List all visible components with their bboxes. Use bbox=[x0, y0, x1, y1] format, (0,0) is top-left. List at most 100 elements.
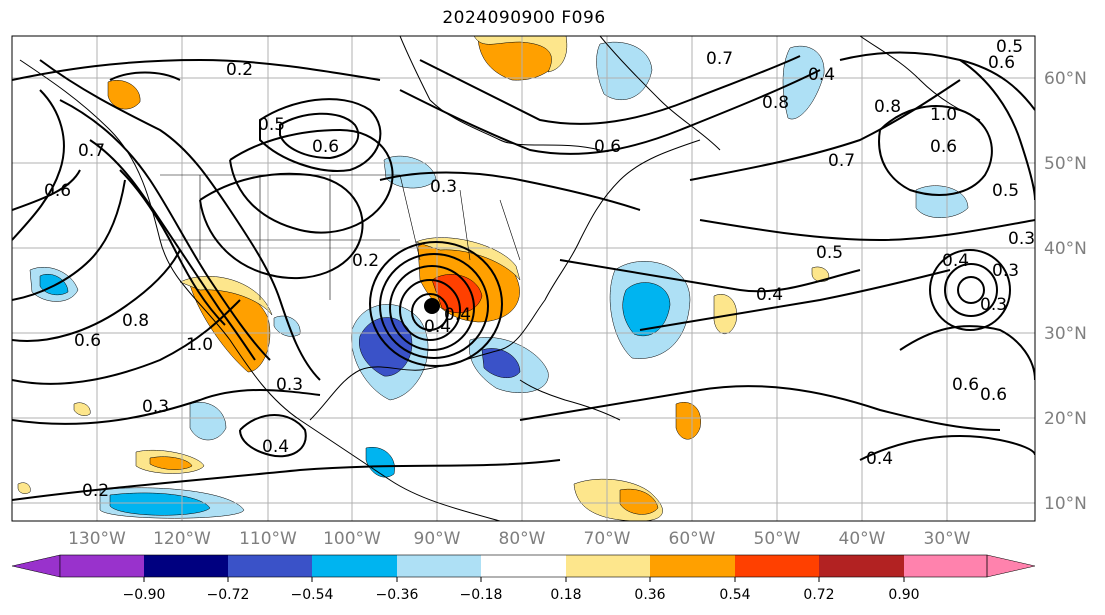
contour-label: 0.6 bbox=[952, 375, 979, 395]
lon-label: 50°W bbox=[754, 529, 801, 549]
colorbar-label: −0.90 bbox=[123, 587, 166, 603]
contour-label: 0.3 bbox=[430, 177, 457, 197]
colorbar-label: −0.72 bbox=[207, 587, 250, 603]
contour-label-group: 0.2 0.7 0.6 0.8 0.5 1.0 0.5 0.3 0.2 0.6 … bbox=[44, 37, 1035, 501]
lon-label: 80°W bbox=[499, 529, 546, 549]
contour-label: 0.5 bbox=[816, 243, 843, 263]
contour-label: 0.3 bbox=[980, 295, 1007, 315]
contour-label: 0.4 bbox=[866, 449, 893, 469]
shade-positive-small2 bbox=[811, 266, 830, 282]
colorbar-label: −0.18 bbox=[460, 587, 503, 603]
contour-label: 0.8 bbox=[874, 97, 901, 117]
colorbar-label: −0.36 bbox=[376, 587, 419, 603]
shade-negative-south1-core bbox=[109, 492, 211, 516]
colorbar-label: 0.54 bbox=[719, 587, 750, 603]
contour-label: 0.2 bbox=[82, 481, 109, 501]
contour-label: 0.6 bbox=[74, 331, 101, 351]
contour-label: 0.6 bbox=[930, 137, 957, 157]
shade-positive-hudson bbox=[107, 80, 141, 110]
lon-label: 130°W bbox=[68, 529, 126, 549]
shade-positive-atl-east bbox=[675, 402, 701, 440]
colorbar-segment bbox=[228, 555, 312, 577]
contour-label: 0.8 bbox=[762, 93, 789, 113]
colorbar-segment bbox=[904, 555, 987, 577]
colorbar-segment bbox=[566, 555, 650, 577]
contour-label: 1.0 bbox=[186, 335, 213, 355]
longitude-labels: 130°W 120°W 110°W 100°W 90°W 80°W 70°W 6… bbox=[68, 529, 971, 549]
shade-negative-mex bbox=[189, 402, 227, 441]
lat-label: 20°N bbox=[1044, 409, 1087, 429]
contour-label: 0.6 bbox=[980, 385, 1007, 405]
shade-negative-labrador bbox=[782, 45, 825, 120]
low-center-marker bbox=[424, 298, 440, 314]
lon-label: 70°W bbox=[584, 529, 631, 549]
lon-label: 40°W bbox=[839, 529, 886, 549]
contour-lines bbox=[12, 51, 1035, 501]
contour-label: 0.4 bbox=[444, 305, 471, 325]
colorbar-segment bbox=[819, 555, 904, 577]
contour-label: 0.8 bbox=[122, 311, 149, 331]
shade-negative-atl-core bbox=[622, 282, 671, 337]
contour-label: 0.5 bbox=[996, 37, 1023, 57]
lat-label: 60°N bbox=[1044, 69, 1087, 89]
contour-label: 0.3 bbox=[276, 375, 303, 395]
contour-label: 0.4 bbox=[262, 437, 289, 457]
shade-positive-atl-east2 bbox=[713, 294, 737, 334]
shade-positive-small4 bbox=[17, 482, 31, 494]
shade-positive-north-edge bbox=[473, 36, 568, 73]
lat-label: 30°N bbox=[1044, 324, 1087, 344]
lon-label: 60°W bbox=[669, 529, 716, 549]
contour-label: 0.4 bbox=[942, 251, 969, 271]
colorbar-label: 0.72 bbox=[803, 587, 834, 603]
colorbar-segment bbox=[144, 555, 228, 577]
colorbar: −0.90 −0.72 −0.54 −0.36 −0.18 0.18 0.36 … bbox=[11, 554, 1036, 603]
lat-label: 50°N bbox=[1044, 154, 1087, 174]
contour-label: 0.2 bbox=[352, 251, 379, 271]
contour-label: 0.4 bbox=[808, 65, 835, 85]
contour-label: 0.3 bbox=[1008, 229, 1035, 249]
shade-negative-ne bbox=[383, 155, 437, 189]
contour-label: 0.2 bbox=[226, 60, 253, 80]
contour-label: 0.5 bbox=[992, 181, 1019, 201]
contour-label: 0.6 bbox=[988, 53, 1015, 73]
coastlines bbox=[19, 36, 981, 521]
contour-label: 0.4 bbox=[424, 317, 451, 337]
colorbar-segment bbox=[397, 555, 481, 577]
colorbar-segment bbox=[735, 555, 819, 577]
colorbar-label: 0.18 bbox=[550, 587, 581, 603]
shade-positive-carib-core bbox=[619, 488, 659, 515]
contour-label: 0.7 bbox=[828, 151, 855, 171]
colorbar-segment bbox=[481, 555, 566, 577]
contour-label: 0.6 bbox=[312, 137, 339, 157]
graticule bbox=[12, 36, 1035, 521]
contour-label: 0.7 bbox=[78, 141, 105, 161]
contour-label: 0.4 bbox=[756, 285, 783, 305]
colorbar-label: 0.90 bbox=[888, 587, 919, 603]
lon-label: 90°W bbox=[414, 529, 461, 549]
map-frame bbox=[11, 35, 1036, 522]
lon-label: 110°W bbox=[239, 529, 297, 549]
lon-label: 30°W bbox=[924, 529, 971, 549]
colorbar-segment bbox=[650, 555, 735, 577]
colorbar-extend-high bbox=[986, 554, 1036, 578]
colorbar-segment bbox=[60, 555, 144, 577]
colorbar-extend-low bbox=[11, 554, 61, 578]
colorbar-segment bbox=[312, 555, 397, 577]
lat-label: 10°N bbox=[1044, 494, 1087, 514]
contour-label: 0.7 bbox=[706, 49, 733, 69]
shade-negative-canada bbox=[596, 41, 653, 101]
contour-label: 0.6 bbox=[44, 181, 71, 201]
shade-negative-florida-core bbox=[481, 348, 521, 379]
contour-label: 1.0 bbox=[930, 105, 957, 125]
contour-label: 0.6 bbox=[594, 137, 621, 157]
lat-label: 40°N bbox=[1044, 239, 1087, 259]
contour-label: 0.5 bbox=[258, 115, 285, 135]
lon-label: 120°W bbox=[153, 529, 211, 549]
map-title: 2024090900 F096 bbox=[442, 8, 606, 28]
lon-label: 100°W bbox=[323, 529, 381, 549]
colorbar-label: −0.54 bbox=[291, 587, 334, 603]
contour-label: 0.3 bbox=[992, 261, 1019, 281]
shade-positive-small3 bbox=[73, 402, 91, 416]
latitude-labels: 60°N 50°N 40°N 30°N 20°N 10°N bbox=[1044, 69, 1087, 514]
